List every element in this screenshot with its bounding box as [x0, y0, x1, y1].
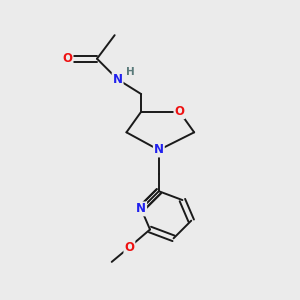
- Text: H: H: [126, 67, 134, 77]
- Text: N: N: [136, 202, 146, 215]
- Text: O: O: [124, 241, 134, 254]
- Text: O: O: [174, 105, 184, 118]
- Text: O: O: [63, 52, 73, 65]
- Text: N: N: [112, 73, 123, 86]
- Text: N: N: [154, 143, 164, 157]
